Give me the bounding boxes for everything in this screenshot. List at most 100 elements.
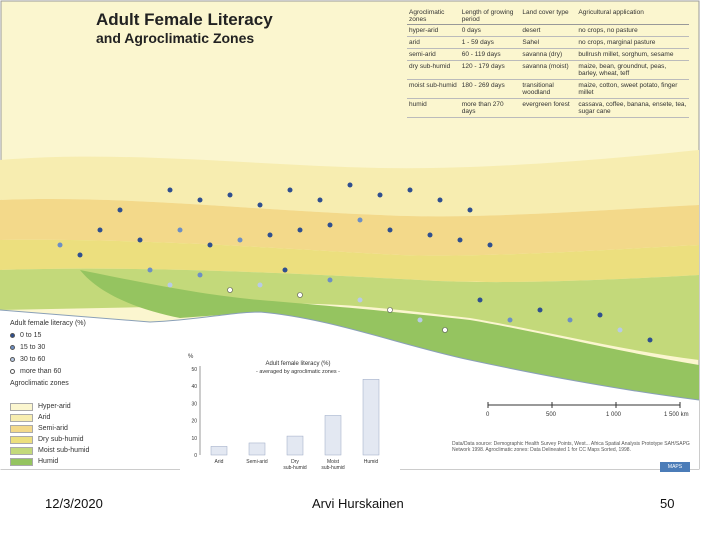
survey-point bbox=[477, 297, 483, 303]
bar-arid bbox=[210, 446, 228, 456]
table-cell: more than 270 days bbox=[459, 98, 521, 118]
zone-table-header-cell: Length of growing period bbox=[459, 8, 521, 25]
legend-dot-icon bbox=[10, 369, 15, 374]
chart-ylabel: % bbox=[188, 354, 194, 360]
survey-point bbox=[167, 187, 173, 193]
table-cell: arid bbox=[407, 36, 460, 49]
survey-point bbox=[257, 282, 263, 288]
survey-point bbox=[57, 242, 63, 248]
bar-moist-sub-humid bbox=[324, 415, 342, 456]
survey-point bbox=[442, 327, 448, 333]
table-cell: transitional woodland bbox=[520, 79, 577, 99]
table-row: semi-arid 60 - 119 days savanna (dry) bu… bbox=[407, 48, 689, 61]
survey-point bbox=[407, 187, 413, 193]
y-tick-label: 40 bbox=[191, 384, 197, 390]
survey-point bbox=[327, 277, 333, 283]
survey-point bbox=[267, 232, 273, 238]
map-subtitle: and Agroclimatic Zones bbox=[96, 30, 255, 46]
zone-table: Agroclimatic zones Length of growing per… bbox=[407, 8, 689, 118]
y-tick-label: 0 bbox=[194, 453, 197, 459]
table-cell: no crops, marginal pasture bbox=[576, 36, 689, 49]
x-tick-label: Semi-arid bbox=[246, 459, 268, 465]
agro-label: Humid bbox=[38, 458, 59, 465]
scale-label: 500 bbox=[546, 412, 557, 418]
table-cell: 120 - 179 days bbox=[459, 60, 521, 80]
legend-dot-icon bbox=[10, 357, 15, 362]
table-cell: Sahel bbox=[520, 36, 577, 49]
footer-date: 12/3/2020 bbox=[45, 496, 103, 511]
zone-table-header-cell: Land cover type bbox=[520, 8, 577, 25]
survey-point bbox=[197, 272, 203, 278]
survey-point bbox=[347, 182, 353, 188]
zone-semi-arid bbox=[0, 198, 699, 256]
agro-swatch bbox=[10, 414, 33, 422]
table-cell: 1 - 59 days bbox=[459, 36, 521, 49]
survey-point bbox=[537, 307, 543, 313]
chart-title: Adult female literacy (%) bbox=[265, 361, 330, 367]
survey-point bbox=[437, 197, 443, 203]
x-tick-label: Arid bbox=[215, 459, 224, 465]
agro-label: Semi-arid bbox=[38, 425, 68, 432]
legend-dot-icon bbox=[10, 333, 15, 338]
scale-label: 1 500 km bbox=[664, 412, 689, 418]
table-cell: savanna (moist) bbox=[520, 60, 577, 80]
footer-author: Arvi Hurskainen bbox=[312, 496, 404, 511]
agro-label: Moist sub-humid bbox=[38, 447, 90, 454]
zone-humid bbox=[80, 270, 699, 400]
table-cell: 0 days bbox=[459, 24, 521, 37]
y-ticks: 0 10 20 30 40 50 bbox=[191, 367, 197, 459]
zone-table-header-cell: Agricultural application bbox=[576, 8, 689, 25]
table-cell: 180 - 269 days bbox=[459, 79, 521, 99]
survey-point bbox=[387, 227, 393, 233]
survey-point bbox=[197, 197, 203, 203]
x-labels: Arid Semi-arid Dry sub-humid Moist sub-humid H… bbox=[215, 459, 379, 471]
survey-point bbox=[617, 327, 623, 333]
literacy-points bbox=[57, 182, 653, 343]
agro-label: Dry sub-humid bbox=[38, 436, 84, 443]
survey-point bbox=[137, 237, 143, 243]
publisher-logo: MAPS bbox=[660, 462, 690, 472]
survey-point bbox=[377, 192, 383, 198]
zone-table-header: Agroclimatic zones Length of growing per… bbox=[407, 8, 689, 25]
agro-label: Hyper-arid bbox=[38, 403, 71, 410]
agro-swatch bbox=[10, 436, 33, 444]
table-cell: no crops, no pasture bbox=[576, 24, 689, 37]
map-title: Adult Female Literacy bbox=[96, 10, 273, 29]
table-cell: semi-arid bbox=[407, 48, 460, 61]
survey-point bbox=[427, 232, 433, 238]
y-tick-label: 30 bbox=[191, 401, 197, 407]
table-cell: moist sub-humid bbox=[407, 79, 460, 99]
survey-point bbox=[177, 227, 183, 233]
table-cell: dry sub-humid bbox=[407, 60, 460, 80]
table-row: dry sub-humid 120 - 179 days savanna (mo… bbox=[407, 60, 689, 80]
agro-swatch bbox=[10, 403, 33, 411]
table-cell: desert bbox=[520, 24, 577, 37]
literacy-legend-item: more than 60 bbox=[10, 368, 61, 375]
scale-bar bbox=[487, 402, 681, 408]
survey-point bbox=[357, 297, 363, 303]
survey-point bbox=[507, 317, 513, 323]
agro-legend-title: Agroclimatic zones bbox=[10, 380, 69, 387]
table-cell: savanna (dry) bbox=[520, 48, 577, 61]
survey-point bbox=[647, 337, 653, 343]
chart-subtitle: - averaged by agroclimatic zones - bbox=[256, 369, 340, 375]
y-tick-label: 10 bbox=[191, 436, 197, 442]
agro-swatch bbox=[10, 447, 33, 455]
legend-label: 30 to 60 bbox=[20, 356, 46, 363]
table-row: hyper-arid 0 days desert no crops, no pa… bbox=[407, 24, 689, 37]
survey-point bbox=[207, 242, 213, 248]
zone-table-header-cell: Agroclimatic zones bbox=[407, 8, 460, 25]
survey-point bbox=[257, 202, 263, 208]
literacy-legend-item: 30 to 60 bbox=[10, 356, 46, 363]
coastline bbox=[0, 309, 700, 401]
survey-point bbox=[147, 267, 153, 273]
agro-swatch bbox=[10, 458, 33, 466]
literacy-legend-item: 15 to 30 bbox=[10, 344, 45, 351]
literacy-legend-item: 0 to 15 bbox=[10, 332, 42, 339]
legend-label: 0 to 15 bbox=[20, 332, 42, 339]
x-tick-label: Humid bbox=[364, 459, 379, 465]
bar-dry-sub-humid bbox=[286, 435, 304, 456]
bars bbox=[210, 379, 380, 456]
survey-point bbox=[227, 287, 233, 293]
survey-point bbox=[387, 307, 393, 313]
